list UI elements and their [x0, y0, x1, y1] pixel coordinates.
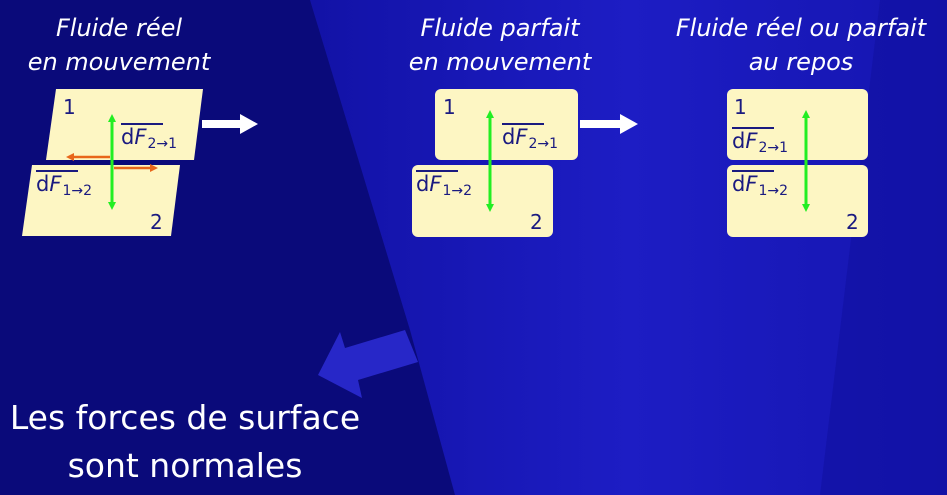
heading-line: en mouvement — [27, 48, 211, 76]
panel-3-label-upper: 1 — [734, 95, 747, 119]
panel-2-label-upper: 1 — [443, 95, 456, 119]
panel-2-upper-block — [435, 89, 578, 160]
heading-line: Fluide réel ou parfait — [675, 14, 927, 42]
panel-2-vector-dF21: dF2→1 — [502, 123, 558, 152]
panel-1-vector-dF21: dF2→1 — [121, 123, 177, 152]
panel-3-upper-block — [727, 89, 868, 160]
panel-2-label-lower: 2 — [530, 210, 543, 234]
conclusion-line: Les forces de surface — [9, 398, 361, 437]
heading-perfect-fluid-moving: Fluide parfait en mouvement — [382, 11, 618, 79]
panel-1-vector-dF12: dF1→2 — [36, 170, 92, 199]
conclusion-text: Les forces de surface sont normales — [0, 394, 370, 490]
heading-real-fluid-moving: Fluide réel en mouvement — [0, 11, 238, 79]
panel-1-lower-slab — [22, 165, 180, 236]
background-beam-shade — [820, 0, 947, 495]
panel-1-label-lower: 2 — [150, 210, 163, 234]
conclusion-line: sont normales — [67, 446, 303, 485]
panel-1-flow-arrow — [202, 114, 258, 134]
panel-2-flow-arrow — [580, 114, 638, 134]
heading-fluid-at-rest: Fluide réel ou parfait au repos — [655, 11, 947, 79]
panel-3-vector-dF21: dF2→1 — [732, 127, 788, 156]
panel-2-lower-block — [412, 165, 553, 237]
panel-1-upper-slab — [46, 89, 203, 160]
heading-line: Fluide parfait — [420, 14, 580, 42]
panel-3-vector-dF12: dF1→2 — [732, 170, 788, 199]
conclusion-pointer-arrow — [318, 330, 418, 398]
panel-3-lower-block — [727, 165, 868, 237]
heading-line: au repos — [748, 48, 854, 76]
panel-2-vector-dF12: dF1→2 — [416, 170, 472, 199]
heading-line: Fluide réel — [55, 14, 183, 42]
heading-line: en mouvement — [408, 48, 592, 76]
panel-3-label-lower: 2 — [846, 210, 859, 234]
panel-1-label-upper: 1 — [63, 95, 76, 119]
